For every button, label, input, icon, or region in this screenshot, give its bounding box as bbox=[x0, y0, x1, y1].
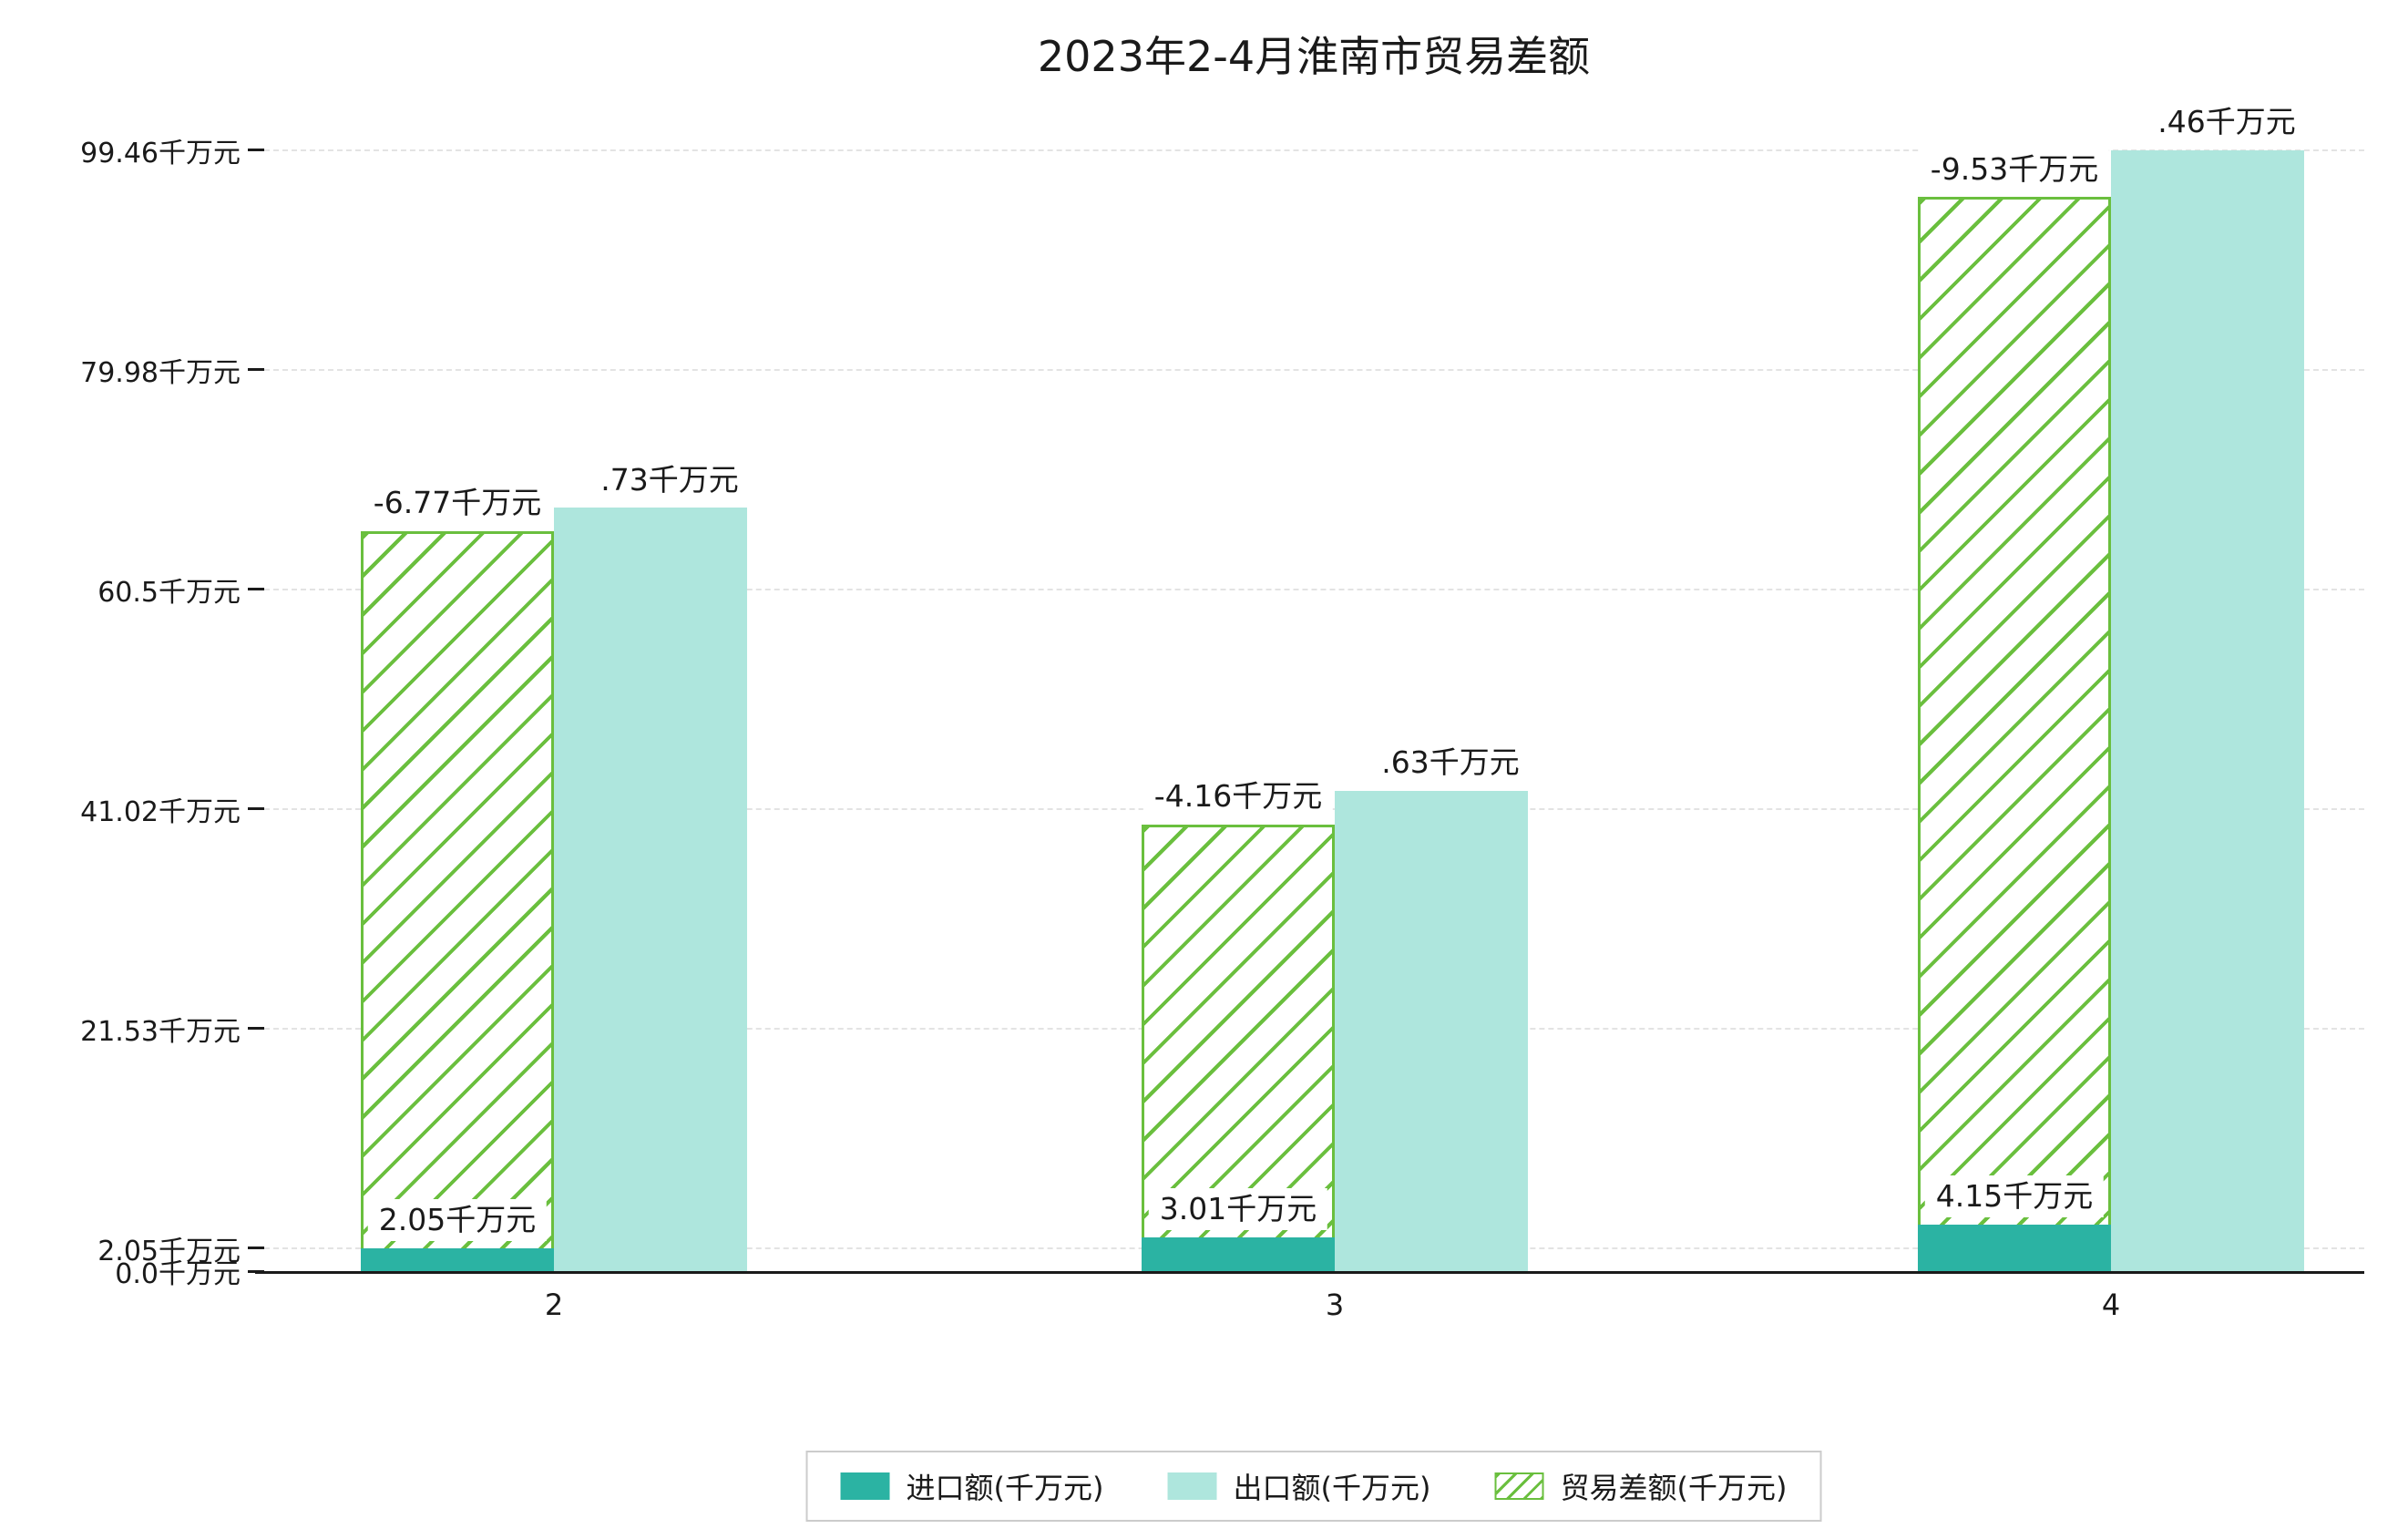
x-axis-tick-label: 2 bbox=[544, 1288, 564, 1322]
gridline bbox=[264, 149, 2364, 151]
legend-item-export: 出口额(千万元) bbox=[1167, 1465, 1431, 1507]
legend-label-export: 出口额(千万元) bbox=[1233, 1471, 1431, 1505]
export-value-label: 67.73千万元 bbox=[551, 458, 750, 501]
trade-balance-value-label: -6.77千万元 bbox=[362, 482, 553, 524]
legend: 进口额(千万元) 出口额(千万元) 贸易差额(千万元) bbox=[805, 1451, 1822, 1522]
y-axis-tick-label: 0.0千万元 bbox=[115, 1258, 241, 1290]
export-bar bbox=[554, 508, 747, 1271]
x-axis-tick-label: 3 bbox=[1325, 1288, 1345, 1322]
gridline bbox=[264, 588, 2364, 590]
import-value-label: 4.15千万元 bbox=[1924, 1175, 2105, 1217]
import-value-label: 3.01千万元 bbox=[1148, 1188, 1328, 1230]
legend-item-import: 进口额(千万元) bbox=[840, 1465, 1104, 1507]
trade-balance-value-label: -4.16千万元 bbox=[1143, 775, 1334, 818]
legend-swatch-trade-balance bbox=[1494, 1472, 1544, 1500]
y-axis-tick-mark bbox=[248, 1247, 264, 1250]
y-axis-tick-mark bbox=[248, 149, 264, 152]
import-bar bbox=[1918, 1224, 2111, 1271]
y-axis-tick-label: 2.05千万元 bbox=[97, 1235, 241, 1267]
gridline bbox=[264, 368, 2364, 371]
y-axis-tick-label: 60.5千万元 bbox=[97, 576, 241, 609]
y-axis-tick-label: 21.53千万元 bbox=[80, 1015, 241, 1048]
y-axis-tick-mark bbox=[248, 807, 264, 811]
export-bar bbox=[2111, 149, 2304, 1271]
legend-item-trade-balance: 贸易差额(千万元) bbox=[1494, 1465, 1787, 1507]
import-value-label: 2.05千万元 bbox=[367, 1199, 548, 1241]
y-axis-tick-label: 79.98千万元 bbox=[80, 356, 241, 389]
y-axis-tick-label: 99.46千万元 bbox=[80, 137, 241, 169]
y-axis-tick-label: 41.02千万元 bbox=[80, 795, 241, 828]
trade-balance-bar bbox=[361, 530, 554, 1271]
import-bar bbox=[361, 1247, 554, 1271]
y-axis-tick-mark bbox=[248, 368, 264, 372]
y-axis-tick-mark bbox=[248, 588, 264, 591]
export-value-label: 99.46千万元 bbox=[2108, 101, 2307, 143]
legend-swatch-import bbox=[840, 1472, 890, 1500]
chart-title: 2023年2-4月淮南市贸易差额 bbox=[1037, 32, 1591, 81]
y-axis-tick-mark bbox=[248, 1027, 264, 1031]
x-axis-tick-label: 4 bbox=[2101, 1288, 2121, 1322]
trade-balance-value-label: -9.53千万元 bbox=[1919, 148, 2110, 190]
legend-swatch-export bbox=[1167, 1472, 1217, 1500]
x-axis-line bbox=[255, 1271, 2364, 1274]
legend-label-import: 进口额(千万元) bbox=[906, 1471, 1104, 1505]
export-bar bbox=[1335, 790, 1528, 1271]
legend-label-trade-balance: 贸易差额(千万元) bbox=[1560, 1471, 1788, 1505]
import-bar bbox=[1142, 1236, 1335, 1271]
export-value-label: 42.63千万元 bbox=[1332, 742, 1531, 784]
trade-balance-bar bbox=[1918, 197, 2111, 1271]
